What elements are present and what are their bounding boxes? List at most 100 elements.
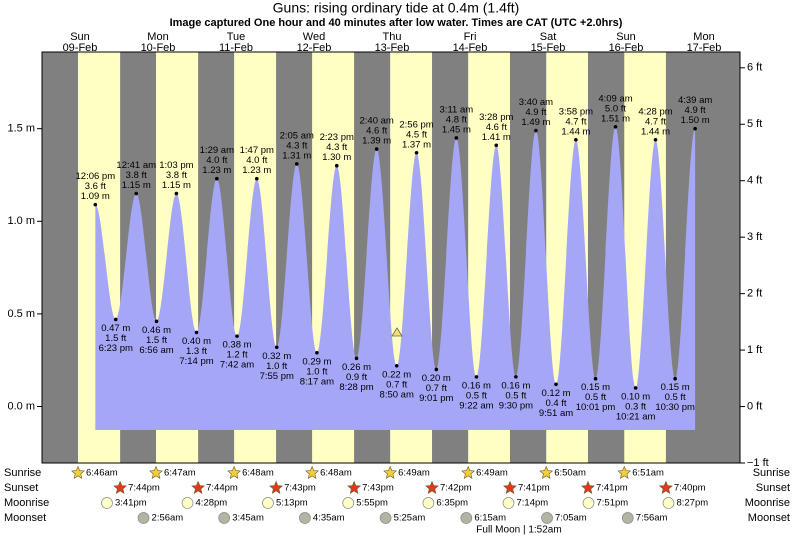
moonrise-time: 5:55pm xyxy=(356,498,388,509)
tide-meters: 1.30 m xyxy=(322,152,351,163)
tide-feet: 0.7 ft xyxy=(386,379,407,390)
tide-time: 1:03 pm xyxy=(159,160,193,171)
tide-time: 9:01 pm xyxy=(419,393,453,404)
moonrise-row-label: Moonrise xyxy=(745,497,790,509)
tide-meters: 0.15 m xyxy=(661,382,690,393)
y2-tick-label: 3 ft xyxy=(747,231,762,243)
day-name: Thu xyxy=(383,31,402,43)
tide-meters: 1.15 m xyxy=(162,180,191,191)
plot-marks: 12:06 pm3.6 ft1.09 m0.47 m1.5 ft6:23 pm1… xyxy=(4,31,790,524)
y2-tick-label: 1 ft xyxy=(747,344,762,356)
water-level-area xyxy=(95,126,696,430)
sunset-row-label: Sunset xyxy=(4,482,38,494)
tide-point xyxy=(174,191,179,196)
tide-feet: 3.6 ft xyxy=(85,181,106,192)
tide-meters: 1.23 m xyxy=(202,165,231,176)
tide-meters: 0.15 m xyxy=(581,382,610,393)
tide-meters: 0.20 m xyxy=(422,373,451,384)
moonset-time: 7:56am xyxy=(636,513,668,524)
tide-meters: 1.15 m xyxy=(122,180,151,191)
day-name: Fri xyxy=(464,31,477,43)
tide-meters: 1.41 m xyxy=(482,132,511,143)
tide-point xyxy=(534,128,538,133)
sunrise-icon xyxy=(149,465,163,479)
tide-time: 2:56 pm xyxy=(399,119,433,130)
tide-time: 10:30 pm xyxy=(655,402,695,413)
tide-time: 4:39 am xyxy=(678,95,712,106)
tide-time: 9:30 pm xyxy=(499,400,533,411)
moonset-row-label: Moonset xyxy=(4,512,46,524)
sunrise-icon xyxy=(539,465,554,479)
tide-point xyxy=(494,143,499,148)
tide-time: 7:14 pm xyxy=(179,356,213,367)
y-tick-label: 0.0 m xyxy=(7,400,35,412)
tide-feet: 4.3 ft xyxy=(286,140,307,151)
moonrise-time: 6:35pm xyxy=(436,498,468,509)
tide-feet: 1.3 ft xyxy=(186,346,207,357)
sunrise-time: 6:50am xyxy=(554,468,586,479)
now-marker xyxy=(391,327,403,337)
sunset-time: 7:41pm xyxy=(596,483,628,494)
tide-meters: 1.44 m xyxy=(561,126,590,137)
sunset-time: 7:41pm xyxy=(518,483,550,494)
y2-tick-label: 5 ft xyxy=(747,118,762,130)
tide-feet: 4.9 ft xyxy=(525,107,546,118)
tide-point xyxy=(653,137,658,142)
tide-meters: 0.12 m xyxy=(541,388,570,399)
moonset-row-label: Moonset xyxy=(748,512,790,524)
y2-tick-label: 6 ft xyxy=(747,62,762,74)
tide-point xyxy=(93,202,98,207)
tide-point xyxy=(194,330,199,335)
tide-time: 12:06 pm xyxy=(76,171,116,182)
sunrise-time: 6:48am xyxy=(242,468,274,479)
sunrise-time: 6:49am xyxy=(476,468,508,479)
tide-time: 3:58 pm xyxy=(559,106,593,117)
tide-meters: 1.39 m xyxy=(362,136,391,147)
tide-time: 9:22 am xyxy=(459,400,493,411)
tide-point xyxy=(294,162,299,166)
moonrise-time: 8:27pm xyxy=(676,498,708,509)
tide-feet: 4.9 ft xyxy=(685,105,706,116)
tide-point xyxy=(394,363,399,368)
sunrise-icon xyxy=(383,465,398,479)
tide-meters: 0.16 m xyxy=(501,380,530,391)
y2-tick-label: −1 ft xyxy=(747,457,769,469)
tide-feet: 4.3 ft xyxy=(326,142,347,153)
sunrise-icon xyxy=(305,465,320,479)
tide-point xyxy=(454,136,459,140)
tide-feet: 0.5 ft xyxy=(505,390,526,401)
moonrise-icon xyxy=(502,497,515,509)
tide-feet: 1.5 ft xyxy=(105,333,126,344)
y2-tick-label: 2 ft xyxy=(747,288,762,300)
tide-time: 2:23 pm xyxy=(320,132,354,143)
day-date: 12-Feb xyxy=(297,42,332,54)
tide-time: 4:09 am xyxy=(598,93,632,104)
day-name: Mon xyxy=(147,31,168,43)
moonrise-row-label: Moonrise xyxy=(4,497,49,509)
sunset-row-label: Sunset xyxy=(756,482,790,494)
sunset-icon xyxy=(191,480,206,494)
tide-feet: 4.7 ft xyxy=(645,116,666,127)
moon-phase: Full Moon | 1:52am xyxy=(476,525,561,536)
tide-feet: 4.6 ft xyxy=(366,126,387,137)
tide-point xyxy=(215,176,219,181)
chart-subtitle: Image captured One hour and 40 minutes a… xyxy=(170,17,623,29)
tide-point xyxy=(334,163,339,168)
tide-time: 2:40 am xyxy=(360,116,394,127)
moonset-time: 2:56am xyxy=(152,513,184,524)
sunrise-time: 6:47am xyxy=(164,468,196,479)
tide-feet: 0.3 ft xyxy=(625,402,646,413)
moonset-time: 5:25am xyxy=(394,513,426,524)
sunset-time: 7:43pm xyxy=(284,483,316,494)
sunrise-time: 6:48am xyxy=(320,468,352,479)
moonrise-icon xyxy=(342,497,355,509)
day-name: Sat xyxy=(540,31,557,43)
day-date: 13-Feb xyxy=(375,42,410,54)
tide-feet: 4.6 ft xyxy=(486,122,507,133)
tide-point xyxy=(354,356,359,361)
tide-point xyxy=(374,147,379,151)
day-date: 11-Feb xyxy=(219,42,253,54)
tide-feet: 3.8 ft xyxy=(166,170,187,181)
tide-feet: 0.4 ft xyxy=(545,398,566,409)
tide-point xyxy=(514,375,518,379)
